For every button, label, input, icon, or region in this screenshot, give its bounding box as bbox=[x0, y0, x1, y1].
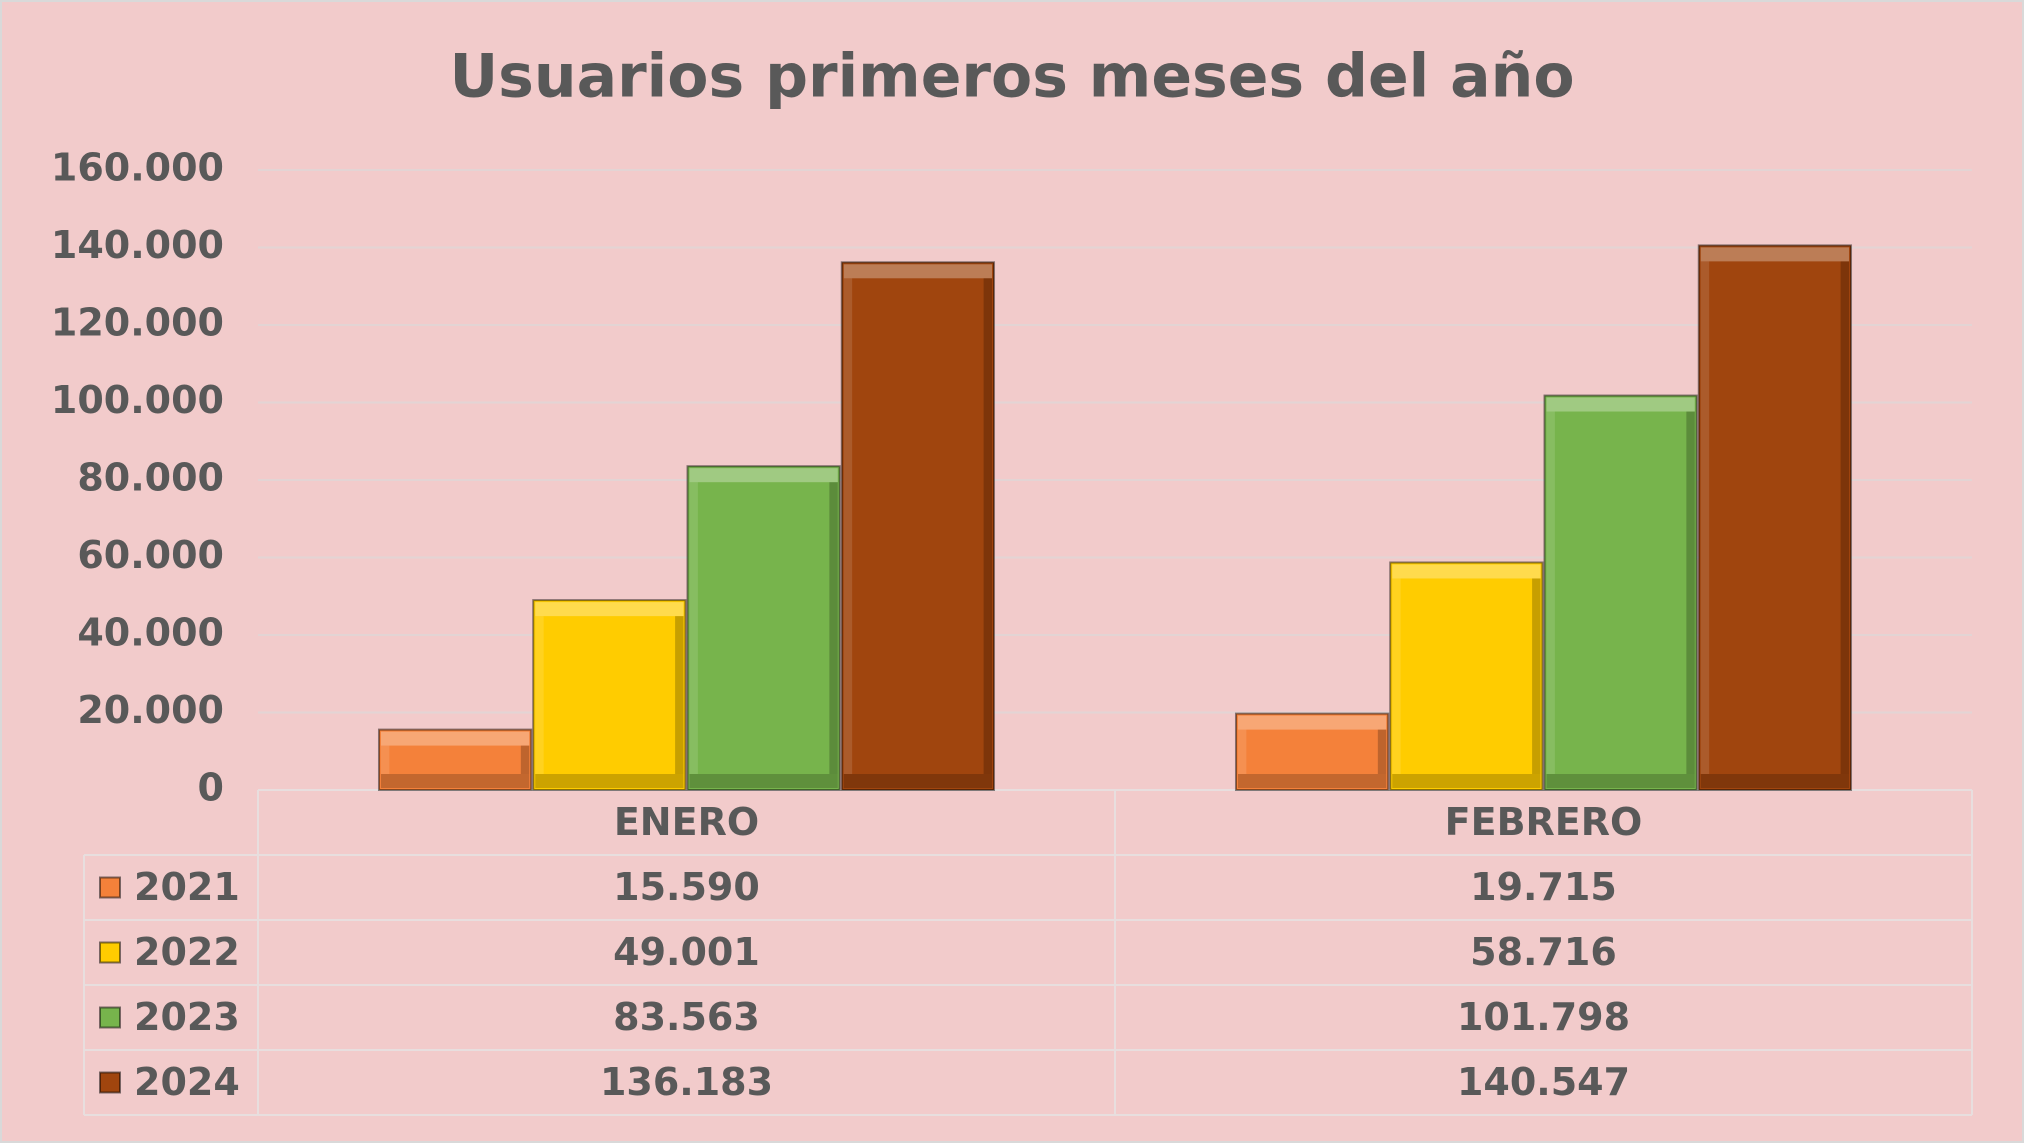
bar-bevel-left bbox=[689, 482, 698, 774]
bar-bevel-top bbox=[843, 264, 993, 279]
legend-key bbox=[99, 876, 121, 899]
y-tick-label: 140.000 bbox=[51, 223, 224, 267]
y-tick-label: 40.000 bbox=[77, 611, 224, 655]
legend-label: 2024 bbox=[134, 1060, 240, 1104]
bar bbox=[532, 599, 687, 792]
chart-title: Usuarios primeros meses del año bbox=[449, 42, 1574, 112]
bar-bevel-top bbox=[1700, 247, 1850, 262]
y-tick-label: 0 bbox=[198, 766, 224, 810]
table-value: 83.563 bbox=[613, 995, 760, 1039]
bar bbox=[377, 728, 533, 791]
bar-bevel-bottom bbox=[1392, 774, 1541, 788]
bar-bevel-bottom bbox=[380, 774, 530, 788]
y-tick-label: 60.000 bbox=[77, 533, 224, 577]
bar-bevel-left bbox=[535, 616, 544, 774]
bar-bevel-top bbox=[689, 468, 838, 483]
bar-bevel-left bbox=[1237, 729, 1247, 774]
bar-bevel-bottom bbox=[689, 774, 838, 788]
y-tick-label: 20.000 bbox=[77, 688, 224, 732]
bar-bevel-left bbox=[1392, 578, 1401, 774]
bar-bevel-bottom bbox=[1237, 774, 1387, 788]
bar-bevel-left bbox=[1546, 411, 1555, 774]
legend-label: 2022 bbox=[134, 930, 240, 974]
table-value: 136.183 bbox=[600, 1060, 773, 1104]
bar bbox=[1697, 244, 1853, 791]
bar-bevel-left bbox=[843, 278, 853, 774]
bar-bevel-bottom bbox=[843, 774, 993, 788]
y-tick-label: 80.000 bbox=[77, 456, 224, 500]
bar-bevel-left bbox=[1700, 261, 1710, 774]
bar-bevel-right bbox=[675, 616, 684, 774]
x-tick-label: FEBRERO bbox=[1445, 800, 1643, 844]
y-tick-label: 120.000 bbox=[51, 301, 224, 345]
bar-bevel-top bbox=[535, 602, 684, 617]
bar-bevel-bottom bbox=[535, 774, 684, 788]
y-tick-label: 160.000 bbox=[51, 146, 224, 190]
table-value: 140.547 bbox=[1457, 1060, 1630, 1104]
x-tick-label: ENERO bbox=[614, 800, 759, 844]
bar-bevel-top bbox=[1392, 564, 1541, 579]
bar bbox=[1234, 712, 1390, 791]
legend-label: 2021 bbox=[134, 865, 240, 909]
table-value: 58.716 bbox=[1470, 930, 1617, 974]
bar-bevel-right bbox=[1840, 261, 1850, 774]
bar-bevel-top bbox=[1546, 397, 1695, 412]
bar-bevel-right bbox=[1686, 411, 1695, 774]
bar bbox=[1543, 394, 1698, 791]
legend-key bbox=[99, 1071, 121, 1094]
bar-bevel-right bbox=[1377, 729, 1387, 774]
bar bbox=[686, 465, 841, 791]
bar-bevel-right bbox=[1532, 578, 1541, 774]
bar-bevel-top bbox=[1237, 715, 1387, 730]
legend-label: 2023 bbox=[134, 995, 240, 1039]
table-value: 15.590 bbox=[613, 865, 760, 909]
bar-bevel-left bbox=[380, 745, 390, 774]
table-value: 49.001 bbox=[613, 930, 760, 974]
legend-key bbox=[99, 1006, 121, 1029]
bar-bevel-right bbox=[829, 482, 838, 774]
bar bbox=[1389, 561, 1544, 792]
y-tick-label: 100.000 bbox=[51, 378, 224, 422]
table-value: 19.715 bbox=[1470, 865, 1617, 909]
bar-bevel-top bbox=[380, 731, 530, 746]
bar-bevel-right bbox=[983, 278, 993, 774]
bar-bevel-right bbox=[520, 745, 530, 774]
bar bbox=[840, 261, 996, 791]
legend-key bbox=[99, 941, 121, 964]
bar-bevel-bottom bbox=[1546, 774, 1695, 788]
table-value: 101.798 bbox=[1457, 995, 1630, 1039]
bar-bevel-bottom bbox=[1700, 774, 1850, 788]
